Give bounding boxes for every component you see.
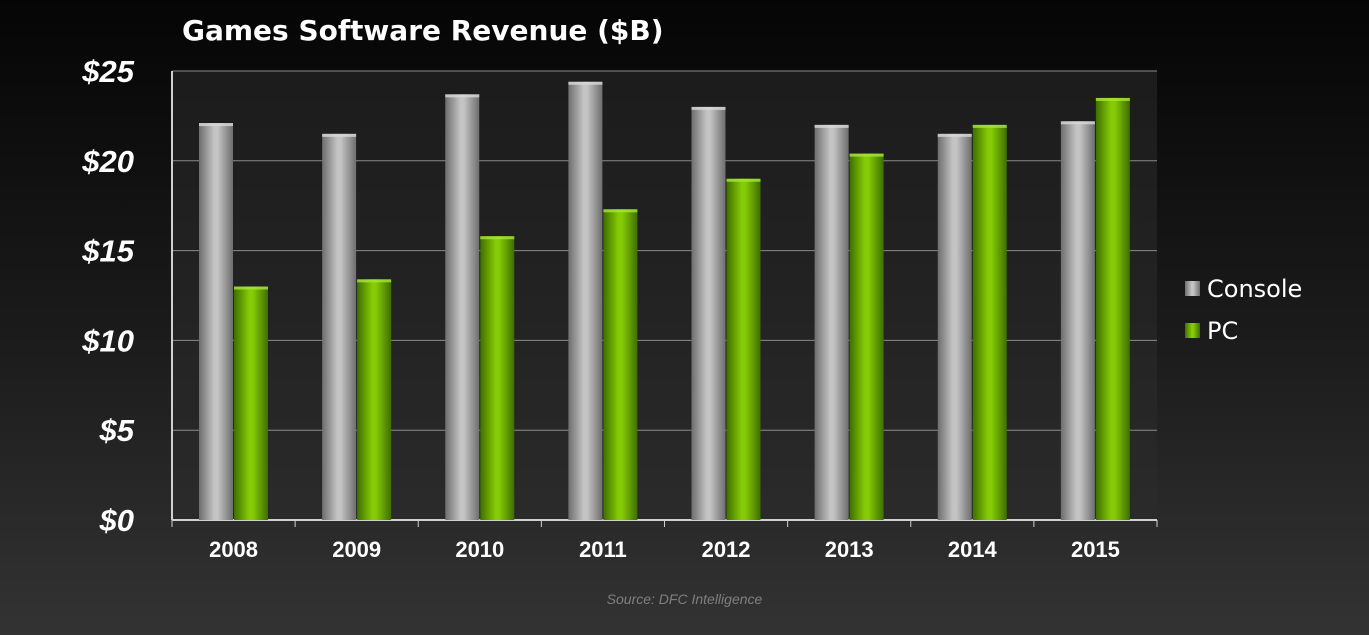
bar-console-2013	[814, 124, 849, 520]
bar-console-2010	[445, 94, 480, 521]
x-tick-label: 2010	[455, 537, 504, 562]
y-tick-label: $0	[99, 503, 134, 538]
x-tick-label: 2013	[825, 537, 874, 562]
bar-cap	[691, 106, 726, 110]
bar-cap	[445, 94, 480, 98]
bar-cap	[199, 123, 233, 127]
legend-swatch-console	[1185, 281, 1200, 296]
bar-cap	[234, 286, 268, 290]
bar-cap	[972, 124, 1007, 128]
source-note: Source: DFC Intelligence	[606, 591, 763, 607]
y-tick-label: $20	[81, 144, 134, 179]
bar-pc-2011	[603, 209, 638, 521]
bar-pc-2008	[234, 286, 268, 520]
bar-console-2014	[937, 133, 972, 521]
bar-cap	[937, 133, 972, 137]
legend-swatch-pc	[1185, 323, 1200, 338]
x-tick-label: 2008	[209, 537, 258, 562]
y-tick-label: $15	[81, 234, 134, 269]
bar-console-2012	[691, 106, 726, 521]
bar-pc-2009	[357, 279, 392, 520]
bar-pc-2010	[480, 236, 515, 520]
bar-cap	[1060, 121, 1095, 125]
y-tick-label: $25	[81, 54, 134, 89]
plot-area	[172, 71, 1157, 520]
x-axis-ticks: 2008 2009 2010 2011 2012 2013 2014 2015	[171, 520, 1158, 562]
y-axis-ticks: $0 $5 $10 $15 $20 $25	[81, 54, 134, 538]
bar-console-2008	[199, 123, 233, 521]
legend-label-pc: PC	[1207, 317, 1238, 345]
bar-cap	[568, 81, 603, 85]
legend: Console PC	[1185, 275, 1302, 345]
bar-pc-2013	[849, 153, 884, 520]
x-tick-label: 2015	[1071, 537, 1120, 562]
bars	[199, 81, 1130, 521]
bar-cap	[480, 236, 515, 240]
bar-cap	[357, 279, 392, 283]
bar-cap	[726, 178, 761, 182]
x-tick-label: 2009	[332, 537, 381, 562]
legend-label-console: Console	[1207, 275, 1302, 303]
x-tick-label: 2011	[579, 537, 627, 562]
bar-cap	[322, 133, 357, 137]
bar-pc-2015	[1095, 97, 1130, 520]
bar-cap	[814, 124, 849, 128]
y-tick-label: $10	[81, 323, 134, 358]
bar-console-2009	[322, 133, 357, 521]
bar-pc-2014	[972, 124, 1007, 520]
bar-cap	[1095, 97, 1130, 101]
bar-console-2015	[1060, 121, 1095, 521]
bar-console-2011	[568, 81, 603, 520]
x-tick-label: 2012	[702, 537, 751, 562]
chart-title: Games Software Revenue ($B)	[182, 14, 664, 47]
y-tick-label: $5	[99, 413, 135, 448]
bar-cap	[603, 209, 638, 213]
bar-cap	[849, 153, 884, 157]
bar-pc-2012	[726, 178, 761, 520]
x-tick-label: 2014	[948, 537, 998, 562]
